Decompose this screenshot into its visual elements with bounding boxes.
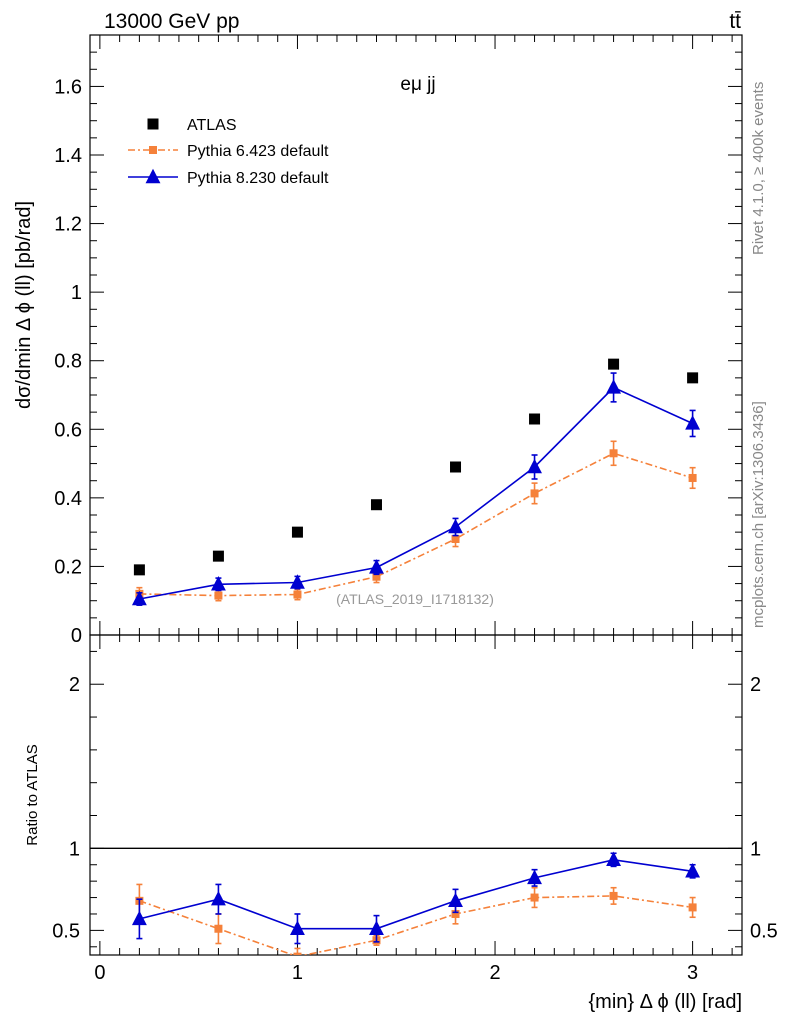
series-line: [139, 858, 693, 930]
legend-marker: [145, 168, 161, 184]
data-point: [212, 550, 224, 562]
legend-label: Pythia 6.423 default: [187, 143, 329, 160]
bottom-y-axis-title: Ratio to ATLAS: [24, 744, 41, 845]
y-tick-label: 2: [69, 674, 80, 696]
data-point: [214, 591, 223, 600]
data-point: [290, 920, 305, 935]
data-point: [372, 572, 381, 581]
legend-marker: [149, 146, 157, 154]
y-tick-label-right: 2: [750, 674, 761, 696]
data-point: [527, 458, 542, 474]
y-tick-label: 1.2: [54, 214, 82, 236]
data-point: [451, 909, 460, 918]
y-tick-label: 1: [71, 282, 82, 304]
data-point: [529, 413, 541, 425]
series-line: [139, 452, 693, 597]
legend-label: Pythia 8.230 default: [187, 170, 329, 187]
watermark: (ATLAS_2019_I1718132): [336, 591, 494, 607]
data-point: [131, 590, 147, 606]
y-tick-label: 0.6: [54, 419, 82, 441]
data-point: [291, 526, 303, 538]
legend-marker: [147, 118, 159, 130]
axis-tick-labels: 0 1 2 3 0 0.2 0.4 0.6 0.8 1 1.2 1.4 1.6 0.5 0.5 1 1 2 2: [52, 76, 778, 984]
y-tick-label-right: 0.5: [750, 920, 778, 942]
x-tick-label: 2: [489, 962, 500, 984]
y-tick-label: 1: [69, 838, 80, 860]
series-line: [139, 386, 693, 600]
side-text-bottom: mcplots.cern.ch [arXiv:1306.3436]: [750, 401, 767, 628]
data-point: [450, 461, 462, 473]
data-point: [685, 415, 701, 430]
data-point: [688, 903, 697, 912]
legend-label: ATLAS: [187, 117, 237, 134]
energy-label: 13000 GeV pp: [104, 10, 239, 33]
data-point: [606, 379, 622, 394]
data-point: [210, 575, 226, 591]
y-tick-label-right: 1: [750, 838, 761, 860]
x-tick-label: 0: [94, 962, 105, 984]
data-point: [369, 920, 384, 935]
data-point: [687, 372, 699, 384]
data-point: [530, 489, 539, 498]
data-point: [608, 358, 620, 370]
series-line: [139, 895, 693, 955]
data-point: [293, 590, 302, 599]
side-text-top: Rivet 4.1.0, ≥ 400k events: [750, 82, 767, 255]
x-axis-title: {min} Δ ϕ (ll) [rad]: [589, 991, 743, 1013]
y-tick-label: 0.4: [54, 488, 82, 510]
x-tick-label: 3: [687, 962, 698, 984]
data-point: [131, 910, 147, 926]
data-point: [685, 863, 701, 878]
y-tick-label: 0: [71, 625, 82, 647]
top-y-axis-title: dσ/dmin Δ ϕ (ll) [pb/rad]: [13, 201, 35, 409]
y-tick-label: 1.4: [54, 145, 82, 167]
data-point: [609, 449, 618, 458]
channel-label: eμ jj: [400, 74, 435, 95]
y-tick-label: 0.8: [54, 351, 82, 373]
y-tick-label: 0.2: [54, 556, 82, 578]
data-point: [214, 924, 223, 933]
process-label: tt̄: [729, 10, 741, 33]
data-point: [606, 851, 622, 867]
y-tick-label: 1.6: [54, 76, 82, 98]
y-tick-label: 0.5: [52, 920, 80, 942]
data-point: [370, 499, 382, 511]
data-point: [530, 893, 539, 902]
data-point: [451, 535, 460, 543]
data-point: [448, 518, 463, 534]
data-point: [133, 564, 145, 576]
axis-ticks: [90, 35, 742, 955]
top-series-layer: [131, 358, 701, 606]
data-point: [290, 574, 305, 589]
x-tick-label: 1: [292, 962, 303, 984]
data-point: [527, 869, 542, 885]
bottom-series-layer: [131, 851, 701, 955]
data-point: [448, 892, 463, 908]
data-point: [293, 952, 302, 955]
data-point: [210, 890, 226, 906]
data-point: [688, 473, 697, 482]
data-point: [609, 891, 618, 900]
data-point: [369, 559, 384, 574]
legend: ATLAS Pythia 6.423 default Pythia 8.230 de…: [128, 117, 329, 187]
